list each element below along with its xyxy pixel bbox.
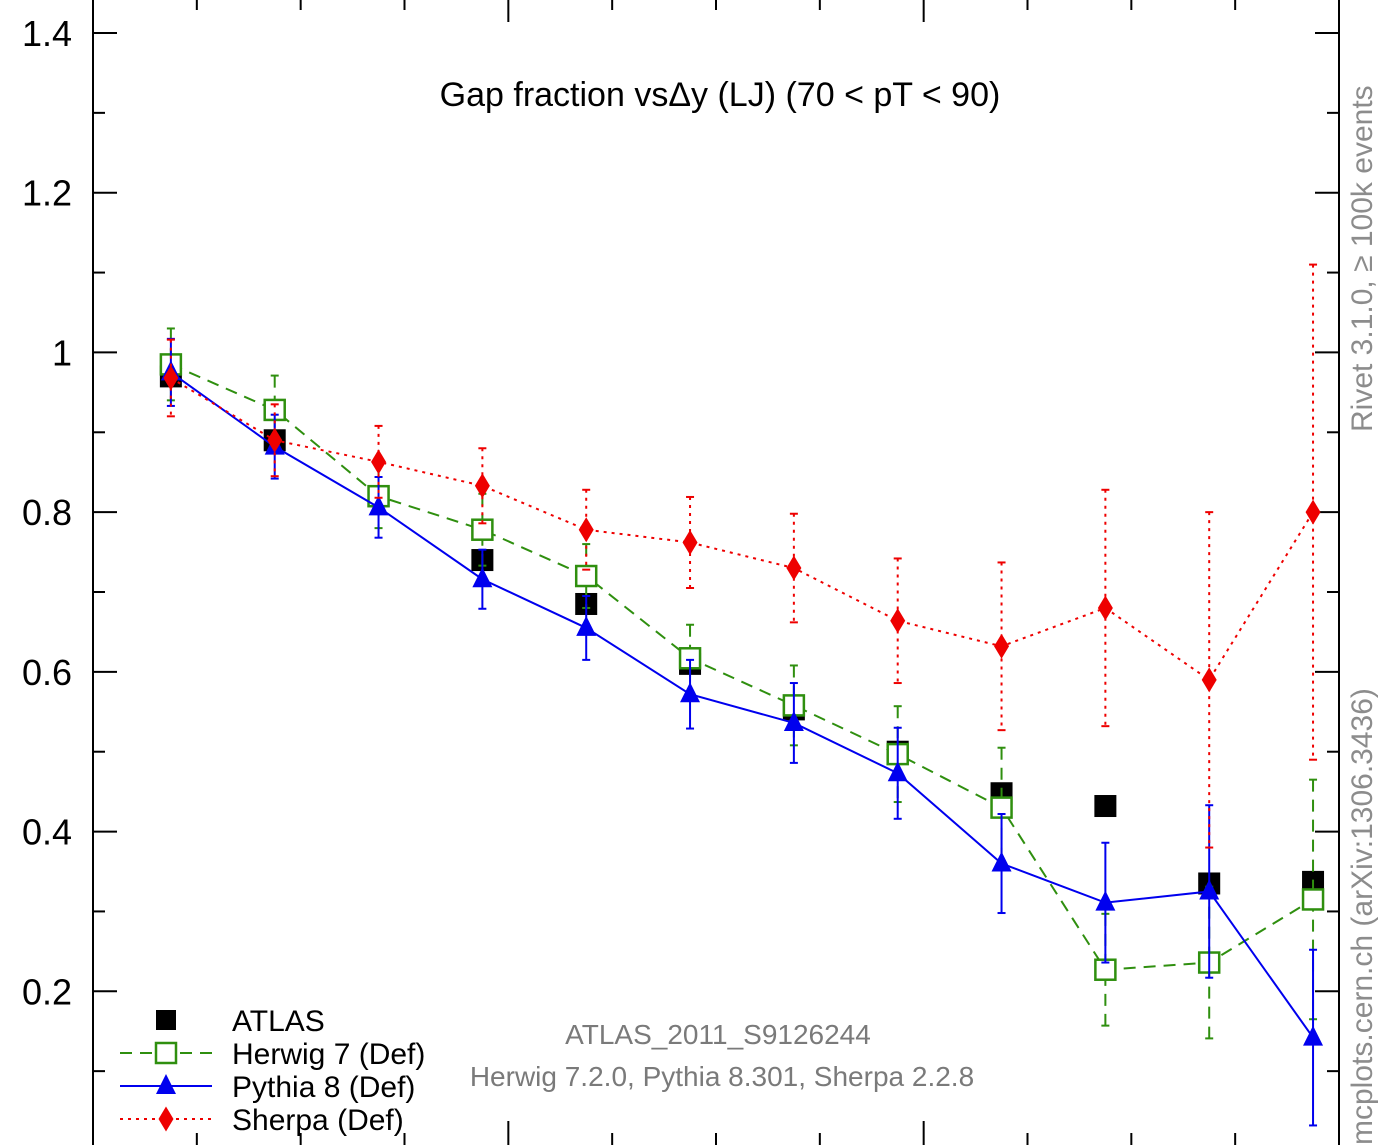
data-point [1095,890,1116,911]
data-point [1199,879,1220,900]
legend-marker [158,1106,174,1132]
series-layer [159,263,1325,1127]
legend-marker [156,1010,176,1030]
data-point [786,555,802,581]
legend-marker [154,1041,178,1065]
series-atlas [159,365,1325,895]
legend-label: ATLAS [232,1005,325,1038]
data-point [576,615,597,636]
data-point [1097,595,1113,621]
data-point [994,633,1010,659]
data-point [368,495,389,516]
y-tick-labels: 0.2 0.4 0.6 0.8 1 1.2 1.4 [22,13,72,1012]
data-point [471,518,494,541]
rivet-version-label: Rivet 3.1.0, ≥ 100k events [1346,85,1379,432]
series-pythia-8-def [160,337,1324,1127]
y-tick-label: 1.4 [22,13,72,54]
y-tick-label: 0.8 [22,492,72,533]
legend-entry: ATLAS [156,1005,325,1038]
data-point [1201,667,1217,693]
chart-title: Gap fraction vsΔy (LJ) (70 < pT < 90) [440,76,1001,114]
legend-entry: Herwig 7 (Def) [120,1038,425,1071]
data-point [163,365,179,391]
y-tick-label: 0.6 [22,652,72,693]
series-herwig-7-def [159,327,1325,1040]
axis-ticks [92,0,1340,1145]
data-point [1303,1025,1324,1046]
data-point [371,449,387,475]
data-point [574,564,598,588]
data-point [472,567,493,588]
legend-label: Herwig 7 (Def) [232,1038,425,1071]
legend-label: Pythia 8 (Def) [232,1071,415,1104]
data-point [680,682,701,703]
data-point [1305,499,1321,525]
legend-label: Sherpa (Def) [232,1104,404,1137]
series-line [170,371,1314,1039]
series-line [170,377,1314,682]
analysis-id: ATLAS_2011_S9126244 [565,1019,871,1050]
series-sherpa-def [163,263,1321,849]
series-line [170,363,1314,971]
plot-frame [92,0,1340,1145]
data-point [474,473,490,499]
data-point [890,608,906,634]
legend-entry: Sherpa (Def) [120,1104,404,1137]
y-tick-label: 0.4 [22,812,72,853]
data-point [887,761,908,782]
data-point [578,517,594,543]
legend-entry: Pythia 8 (Def) [120,1071,415,1104]
generator-versions: Herwig 7.2.0, Pythia 8.301, Sherpa 2.2.8 [470,1061,974,1092]
y-tick-label: 1.2 [22,173,72,214]
mcplots-source-label: mcplots.cern.ch (arXiv:1306.3436) [1346,688,1379,1145]
legend-marker [156,1074,176,1094]
y-tick-label: 0.2 [22,971,72,1012]
y-tick-label: 1 [52,332,72,373]
data-point [783,710,804,731]
data-point [682,529,698,555]
data-point [991,851,1012,872]
data-point [1094,795,1117,818]
data-point [267,427,283,453]
data-point [1301,888,1325,911]
